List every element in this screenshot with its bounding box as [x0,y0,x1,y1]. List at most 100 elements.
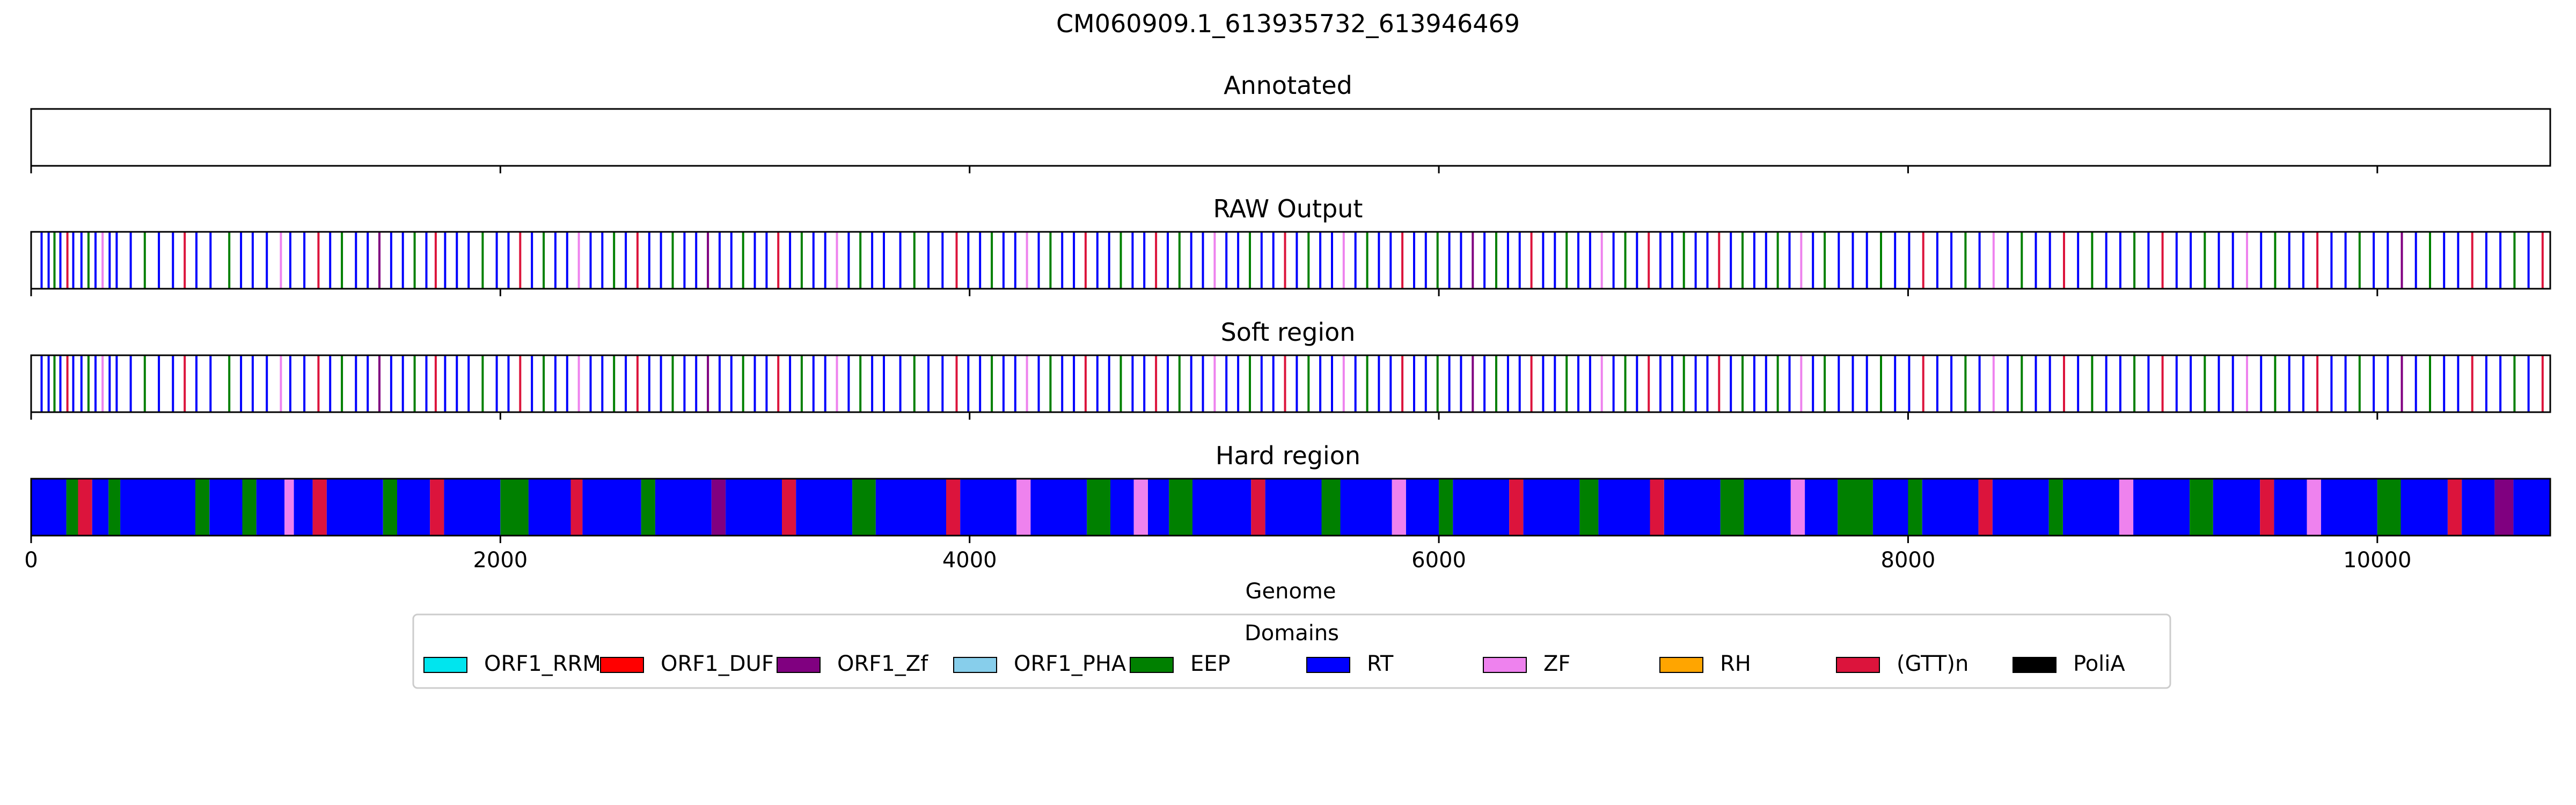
domain-hit-soft-21 [251,355,254,412]
domain-block-hard-39 [1192,479,1252,536]
domain-hit-raw-98 [1178,232,1181,289]
domain-hit-raw-108 [1296,232,1298,289]
domain-hit-soft-155 [1851,355,1854,412]
domain-block-hard-70 [2260,479,2274,536]
x-axis-tick-labels: 0 2000 4000 6000 8000 10000 [24,548,2411,573]
domain-hit-soft-201 [2499,355,2502,412]
domain-hit-soft-79 [955,355,958,412]
domain-hit-soft-180 [2204,355,2206,412]
domain-hit-raw-20 [240,232,243,289]
domain-hit-raw-203 [2527,232,2530,289]
domain-hit-raw-117 [1401,232,1404,289]
domain-hit-raw-34 [413,232,416,289]
domain-hit-raw-161 [1936,232,1938,289]
domain-block-hard-36 [1133,479,1148,536]
panel-bars-hard [31,479,2550,536]
domain-hit-raw-74 [883,232,885,289]
domain-hit-raw-163 [1964,232,1967,289]
domain-hit-soft-160 [1922,355,1924,412]
domain-hit-soft-171 [2077,355,2080,412]
domain-block-hard-1 [66,479,78,536]
domain-hit-soft-4 [66,355,69,412]
domain-hit-soft-90 [1084,355,1087,412]
domain-block-hard-67 [2133,479,2190,536]
domain-hit-soft-104 [1249,355,1251,412]
domain-hit-soft-88 [1061,355,1064,412]
domain-hit-soft-202 [2513,355,2516,412]
domain-hit-soft-120 [1436,355,1439,412]
domain-hit-raw-104 [1249,232,1251,289]
domain-hit-raw-197 [2443,232,2446,289]
domain-hit-soft-38 [456,355,458,412]
domain-hit-soft-114 [1366,355,1368,412]
domain-block-hard-58 [1838,479,1873,536]
domain-hit-soft-203 [2527,355,2530,412]
domain-hit-raw-160 [1922,232,1924,289]
domain-hit-raw-192 [2373,232,2375,289]
domain-hit-soft-68 [812,355,815,412]
domain-block-hard-62 [1978,479,1993,536]
domain-block-hard-15 [397,479,430,536]
domain-hit-raw-87 [1049,232,1052,289]
domain-hit-soft-105 [1260,355,1263,412]
domain-block-hard-46 [1439,479,1453,536]
domain-hit-raw-121 [1448,232,1451,289]
domain-hit-raw-19 [228,232,231,289]
domain-hit-soft-101 [1213,355,1216,412]
domain-hit-raw-138 [1648,232,1650,289]
domain-hit-raw-177 [2161,232,2164,289]
domain-hit-raw-75 [899,232,902,289]
domain-hit-raw-5 [72,232,75,289]
domain-hit-soft-81 [979,355,982,412]
domain-hit-soft-192 [2373,355,2375,412]
domain-hit-raw-76 [913,232,916,289]
legend-title: Domains [1245,621,1339,646]
x-tick-label-3: 6000 [1411,548,1466,573]
domain-hit-soft-53 [636,355,639,412]
domain-hit-soft-186 [2288,355,2290,412]
domain-hit-soft-121 [1448,355,1451,412]
domain-hit-soft-87 [1049,355,1052,412]
domain-hit-raw-32 [390,232,392,289]
domain-hit-soft-146 [1741,355,1744,412]
domain-block-hard-76 [2448,479,2462,536]
domain-block-hard-29 [875,479,946,536]
domain-hit-raw-141 [1682,232,1685,289]
domain-hit-soft-51 [613,355,616,412]
domain-hit-raw-128 [1530,232,1533,289]
domain-hit-soft-109 [1307,355,1310,412]
domain-hit-raw-64 [765,232,768,289]
domain-hit-soft-150 [1788,355,1791,412]
domain-block-hard-28 [852,479,876,536]
domain-hit-raw-164 [1978,232,1981,289]
legend-label-5: RT [1367,652,1394,676]
domain-hit-soft-158 [1894,355,1897,412]
domain-hit-raw-169 [2048,232,2051,289]
domain-hit-soft-143 [1706,355,1709,412]
domain-hit-raw-77 [927,232,930,289]
domain-hit-raw-124 [1483,232,1486,289]
domain-hit-raw-152 [1812,232,1814,289]
domain-block-hard-65 [2063,479,2119,536]
domain-hit-soft-204 [2541,355,2544,412]
domain-hit-raw-125 [1495,232,1497,289]
domain-hit-soft-136 [1624,355,1627,412]
domain-block-hard-61 [1922,479,1979,536]
domain-hit-raw-52 [625,232,627,289]
domain-block-hard-4 [108,479,121,536]
domain-block-hard-49 [1523,479,1580,536]
domain-hit-raw-91 [1096,232,1099,289]
domain-block-hard-74 [2377,479,2401,536]
domain-hit-raw-134 [1600,232,1603,289]
domain-hit-raw-79 [955,232,958,289]
domain-hit-raw-95 [1143,232,1146,289]
domain-hit-soft-75 [899,355,902,412]
panel-frame-soft [30,354,2551,413]
domain-block-hard-14 [383,479,397,536]
domain-block-hard-40 [1251,479,1265,536]
legend-label-6: ZF [1543,652,1570,676]
domain-hit-soft-178 [2175,355,2178,412]
domain-hit-raw-89 [1073,232,1075,289]
panel-frame-annotated [30,108,2551,167]
domain-hit-raw-173 [2105,232,2107,289]
